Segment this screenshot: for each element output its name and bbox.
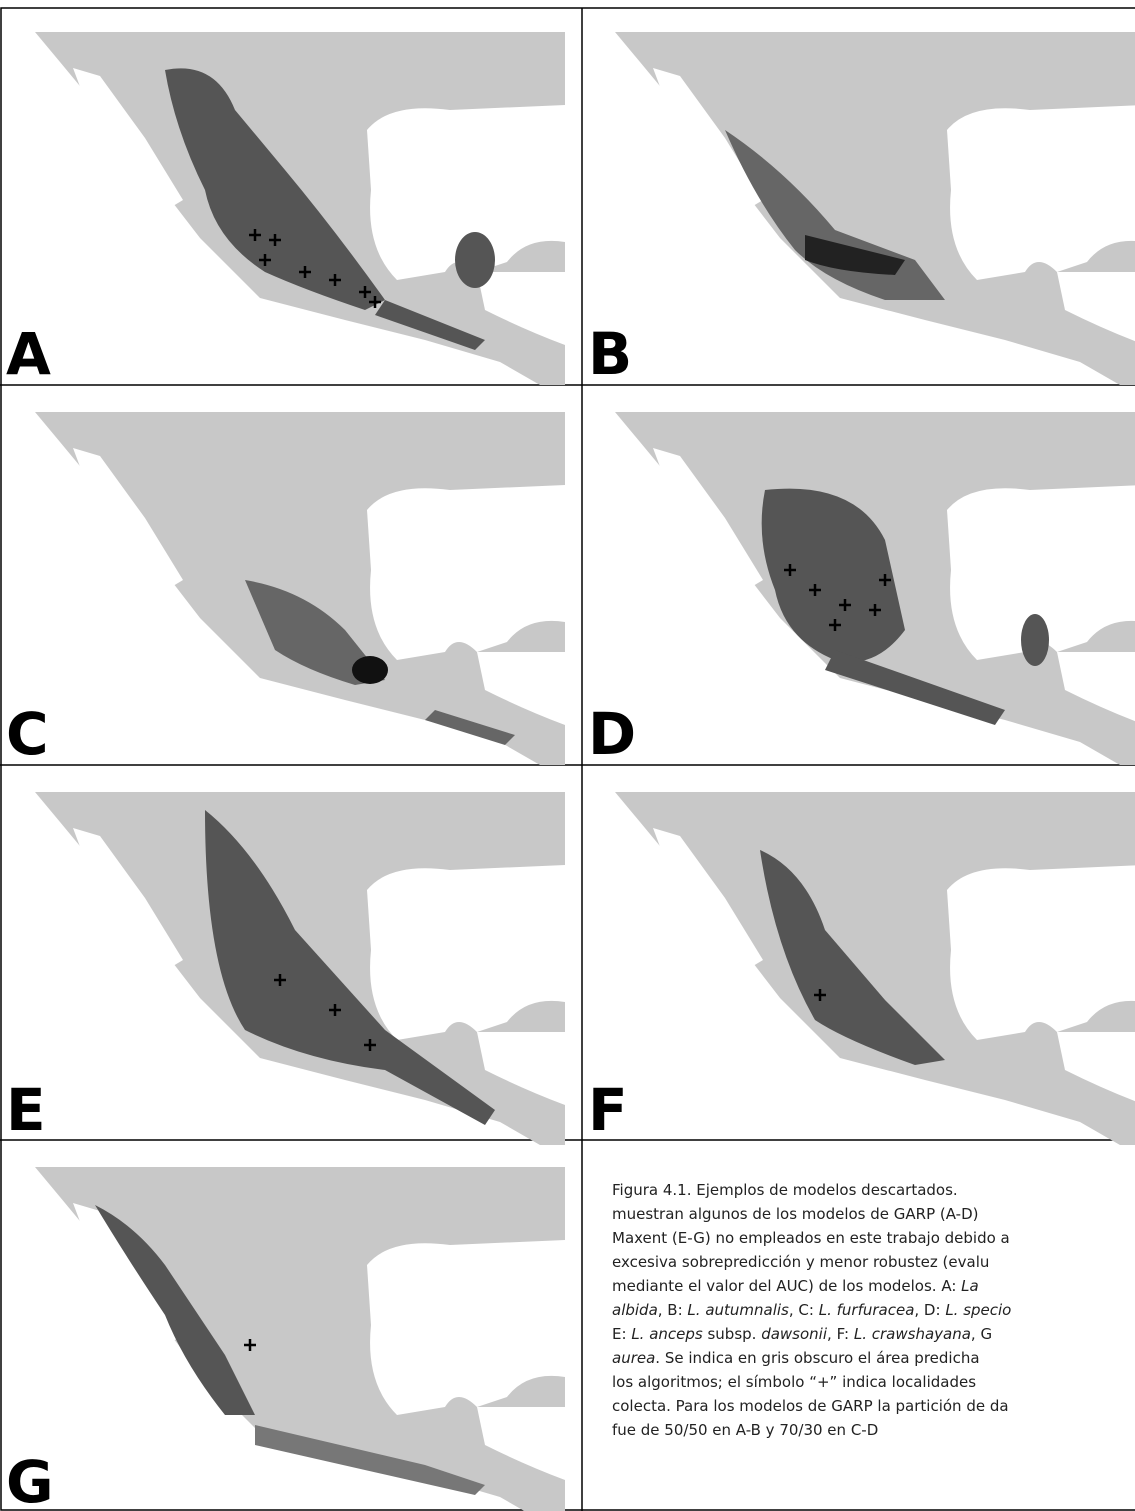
italic-text: L. furfuracea — [819, 1301, 915, 1319]
text: fue de 50/50 en A-B y 70/30 en C-D — [612, 1421, 878, 1439]
caption-line: Figura 4.1. Ejemplos de modelos descarta… — [612, 1178, 1135, 1202]
text: mediante el valor del AUC) de los modelo… — [612, 1277, 961, 1295]
caption-line: mediante el valor del AUC) de los modelo… — [612, 1274, 1135, 1298]
italic-text: dawsonii — [761, 1325, 827, 1343]
text: , G — [971, 1325, 992, 1343]
caption-line: los algoritmos; el símbolo “+” indica lo… — [612, 1370, 1135, 1394]
text: colecta. Para los modelos de GARP la par… — [612, 1397, 1009, 1415]
map-g — [35, 1167, 565, 1511]
text: . Se indica en gris obscuro el área pred… — [655, 1349, 979, 1367]
panel-label: D — [588, 700, 636, 768]
panel-label: A — [6, 320, 51, 388]
page: A B C D E F G Figura 4.1. Ejemplos de mo… — [0, 0, 1135, 1511]
italic-text: L. autumnalis — [687, 1301, 788, 1319]
italic-text: aurea — [612, 1349, 655, 1367]
text: Maxent (E-G) no empleados en este trabaj… — [612, 1229, 1010, 1247]
caption-line: excesiva sobrepredicción y menor robuste… — [612, 1250, 1135, 1274]
caption-line: aurea. Se indica en gris obscuro el área… — [612, 1346, 1135, 1370]
map-d — [615, 412, 1135, 765]
panel-label: F — [588, 1076, 628, 1144]
panel-label: G — [6, 1448, 54, 1511]
panel-label: E — [6, 1076, 46, 1144]
text: excesiva sobrepredicción y menor robuste… — [612, 1253, 989, 1271]
map-c — [35, 412, 565, 765]
text: muestran algunos de los modelos de GARP … — [612, 1205, 978, 1223]
text: , D: — [914, 1301, 945, 1319]
panel-label: C — [6, 700, 49, 768]
caption-line: muestran algunos de los modelos de GARP … — [612, 1202, 1135, 1226]
map-b — [615, 32, 1135, 385]
caption-line: colecta. Para los modelos de GARP la par… — [612, 1394, 1135, 1418]
italic-text: L. anceps — [631, 1325, 702, 1343]
caption-line: Maxent (E-G) no empleados en este trabaj… — [612, 1226, 1135, 1250]
caption: Figura 4.1. Ejemplos de modelos descarta… — [612, 1178, 1135, 1442]
caption-line: fue de 50/50 en A-B y 70/30 en C-D — [612, 1418, 1135, 1442]
italic-text: L. specio — [945, 1301, 1011, 1319]
text: Figura 4.1. Ejemplos de modelos descarta… — [612, 1181, 958, 1199]
panel-label: B — [588, 320, 632, 388]
text: subsp. — [703, 1325, 761, 1343]
text: , B: — [658, 1301, 688, 1319]
text: , C: — [789, 1301, 819, 1319]
text: E: — [612, 1325, 631, 1343]
map-a — [35, 32, 565, 385]
map-f — [615, 792, 1135, 1145]
caption-line: E: L. anceps subsp. dawsonii, F: L. craw… — [612, 1322, 1135, 1346]
italic-text: La — [961, 1277, 979, 1295]
text: , F: — [827, 1325, 854, 1343]
italic-text: L. crawshayana — [854, 1325, 971, 1343]
map-e — [35, 792, 565, 1145]
italic-text: albida — [612, 1301, 658, 1319]
text: los algoritmos; el símbolo “+” indica lo… — [612, 1373, 976, 1391]
caption-line: albida, B: L. autumnalis, C: L. furfurac… — [612, 1298, 1135, 1322]
